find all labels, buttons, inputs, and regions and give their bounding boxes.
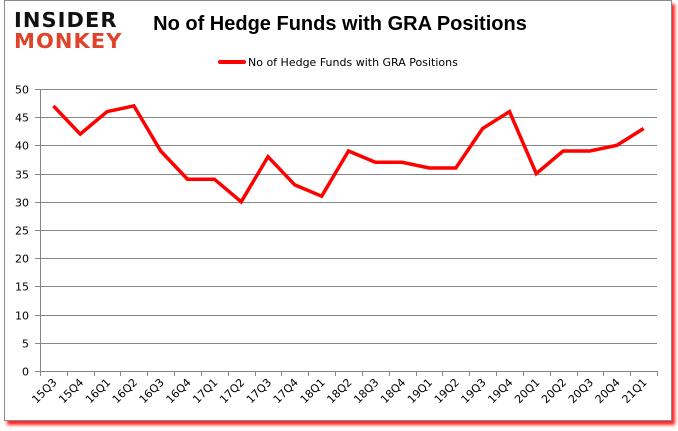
x-tick-label: 20Q4 — [593, 376, 623, 406]
x-tick-label: 15Q4 — [56, 376, 86, 406]
insider-monkey-logo: INSIDER MONKEY — [14, 10, 126, 54]
x-tick-label: 18Q2 — [324, 376, 354, 406]
x-tick-label: 19Q2 — [432, 376, 462, 406]
y-tick-label: 35 — [15, 169, 29, 182]
x-tick-label: 16Q3 — [137, 376, 167, 406]
y-tick-label: 10 — [15, 310, 29, 323]
y-tick-label: 15 — [15, 281, 29, 294]
x-tick-label: 15Q3 — [29, 376, 59, 406]
axes — [35, 89, 657, 376]
y-tick-label: 20 — [15, 253, 29, 266]
gridlines — [40, 89, 657, 344]
x-tick-label: 20Q1 — [512, 376, 542, 406]
x-tick-label: 17Q1 — [190, 376, 220, 406]
x-tick-label: 18Q1 — [298, 376, 328, 406]
x-tick-label: 17Q4 — [271, 376, 301, 406]
x-axis-ticks: 15Q315Q416Q116Q216Q316Q417Q117Q217Q317Q4… — [29, 371, 658, 406]
x-tick-label: 20Q3 — [566, 376, 596, 406]
y-tick-label: 25 — [15, 225, 29, 238]
series-line-gra-hedge-funds — [52, 103, 645, 205]
x-tick-label: 17Q3 — [244, 376, 274, 406]
logo-text-insider: INSIDER — [14, 8, 118, 32]
chart-title: No of Hedge Funds with GRA Positions — [153, 13, 527, 35]
x-tick-label: 16Q1 — [83, 376, 113, 406]
chart-legend: No of Hedge Funds with GRA Positions — [218, 54, 458, 70]
y-tick-label: 5 — [22, 338, 29, 351]
x-tick-label: 21Q1 — [620, 376, 650, 406]
x-tick-label: 16Q2 — [110, 376, 140, 406]
y-tick-label: 45 — [15, 112, 29, 125]
legend-line-swatch-icon — [218, 60, 246, 64]
x-tick-label: 16Q4 — [164, 376, 194, 406]
y-tick-label: 50 — [15, 84, 29, 97]
x-tick-label: 19Q3 — [459, 376, 489, 406]
y-tick-label: 40 — [15, 140, 29, 153]
y-axis-ticks: 0 5 10 15 20 25 30 35 40 45 50 — [15, 84, 40, 379]
x-tick-label: 20Q2 — [539, 376, 569, 406]
legend-label: No of Hedge Funds with GRA Positions — [248, 55, 458, 69]
x-tick-label: 19Q4 — [485, 376, 515, 406]
y-tick-label: 0 — [22, 366, 29, 379]
x-tick-label: 17Q2 — [217, 376, 247, 406]
x-tick-label: 18Q3 — [351, 376, 381, 406]
logo-text-monkey: MONKEY — [14, 29, 123, 53]
y-tick-label: 30 — [15, 197, 29, 210]
x-tick-label: 18Q4 — [378, 376, 408, 406]
chart-frame — [4, 0, 672, 421]
x-tick-label: 19Q1 — [405, 376, 435, 406]
